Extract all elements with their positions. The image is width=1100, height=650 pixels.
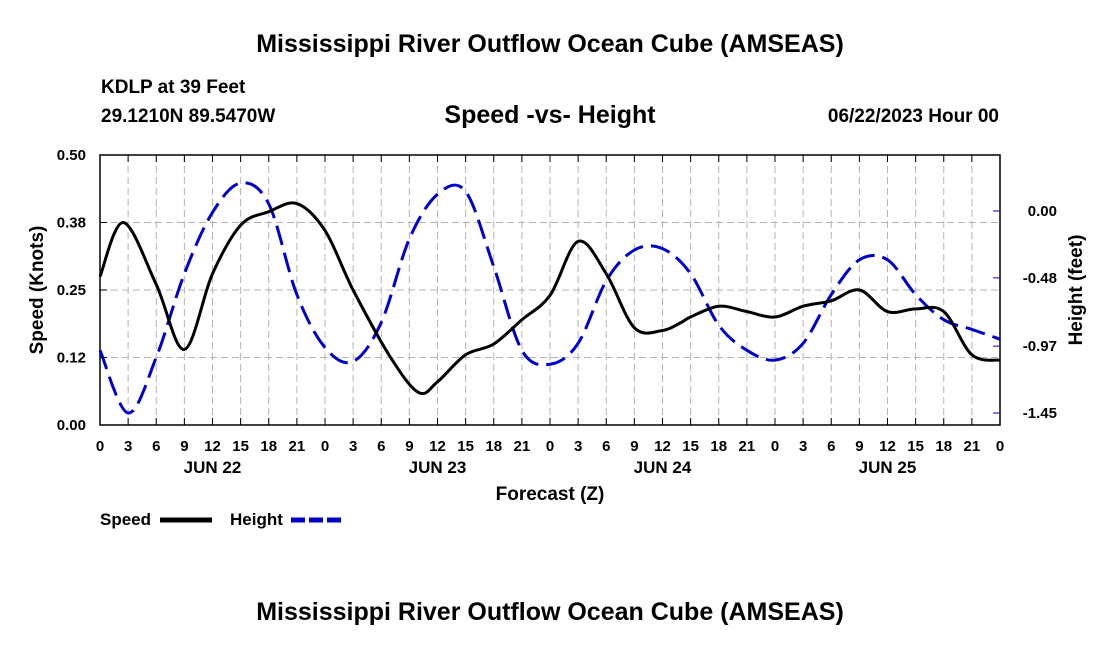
- x-tick-label: 9: [180, 438, 188, 455]
- left-axis-title: Speed (Knots): [27, 226, 48, 355]
- axis-labels: 0 3 6 9 12 15 18 21 0 3 6 9 12 15 18 21 0 3 6 9 12 15 18 21 0 3 6 9…: [57, 147, 1057, 477]
- x-tick-label: 21: [514, 438, 531, 455]
- x-tick-label: 6: [602, 438, 610, 455]
- chart-subtitle: Speed -vs- Height: [444, 101, 656, 129]
- x-axis-title: Forecast (Z): [496, 484, 605, 505]
- x-tick-label: 15: [682, 438, 699, 455]
- day-label: JUN 22: [184, 458, 242, 477]
- x-tick-label: 9: [855, 438, 863, 455]
- right-axis-title: Height (feet): [1066, 235, 1087, 346]
- x-tick-label: 21: [289, 438, 306, 455]
- day-label: JUN 24: [634, 458, 692, 477]
- x-tick-label: 9: [630, 438, 638, 455]
- x-tick-label: 6: [152, 438, 160, 455]
- day-label: JUN 25: [859, 458, 917, 477]
- series-lines: [98, 181, 1001, 415]
- right-tick-label: -0.48: [1023, 270, 1057, 287]
- x-tick-label: 0: [546, 438, 554, 455]
- x-tick-label: 0: [996, 438, 1004, 455]
- left-tick-label: 0.50: [57, 147, 86, 164]
- station-coordinates: 29.1210N 89.5470W: [101, 106, 276, 127]
- x-tick-label: 21: [964, 438, 981, 455]
- left-tick-label: 0.25: [57, 282, 86, 299]
- left-tick-label: 0.38: [57, 215, 86, 232]
- legend: Speed Height: [100, 510, 343, 529]
- x-tick-label: 15: [232, 438, 249, 455]
- axis-ticks: [99, 154, 1001, 426]
- x-tick-label: 0: [96, 438, 104, 455]
- x-tick-label: 3: [349, 438, 357, 455]
- station-label: KDLP at 39 Feet: [101, 77, 246, 98]
- series-line-speed: [98, 201, 1001, 396]
- x-tick-label: 21: [739, 438, 756, 455]
- x-tick-label: 18: [485, 438, 502, 455]
- left-tick-label: 0.12: [57, 350, 86, 367]
- day-label: JUN 23: [409, 458, 467, 477]
- x-tick-label: 12: [654, 438, 671, 455]
- x-tick-label: 18: [935, 438, 952, 455]
- forecast-date: 06/22/2023 Hour 00: [827, 106, 999, 127]
- grid-lines: [100, 155, 1000, 425]
- x-tick-label: 15: [457, 438, 474, 455]
- x-tick-label: 3: [799, 438, 807, 455]
- legend-height-label: Height: [230, 510, 283, 529]
- legend-speed-label: Speed: [100, 510, 151, 529]
- x-tick-label: 3: [574, 438, 582, 455]
- chart-main-title: Mississippi River Outflow Ocean Cube (AM…: [256, 30, 844, 58]
- x-tick-label: 12: [879, 438, 896, 455]
- x-tick-label: 6: [377, 438, 385, 455]
- bottom-title: Mississippi River Outflow Ocean Cube (AM…: [256, 598, 844, 626]
- x-tick-label: 0: [771, 438, 779, 455]
- x-tick-label: 15: [907, 438, 924, 455]
- right-tick-label: -1.45: [1023, 405, 1057, 422]
- x-tick-label: 18: [260, 438, 277, 455]
- right-tick-label: -0.97: [1023, 338, 1057, 355]
- right-tick-label: 0.00: [1028, 203, 1057, 220]
- x-tick-label: 6: [827, 438, 835, 455]
- x-tick-label: 0: [321, 438, 329, 455]
- x-tick-label: 9: [405, 438, 413, 455]
- x-tick-label: 12: [204, 438, 221, 455]
- left-tick-label: 0.00: [57, 417, 86, 434]
- x-tick-label: 18: [710, 438, 727, 455]
- x-tick-label: 12: [429, 438, 446, 455]
- x-tick-label: 3: [124, 438, 132, 455]
- series-line-height: [98, 181, 1001, 415]
